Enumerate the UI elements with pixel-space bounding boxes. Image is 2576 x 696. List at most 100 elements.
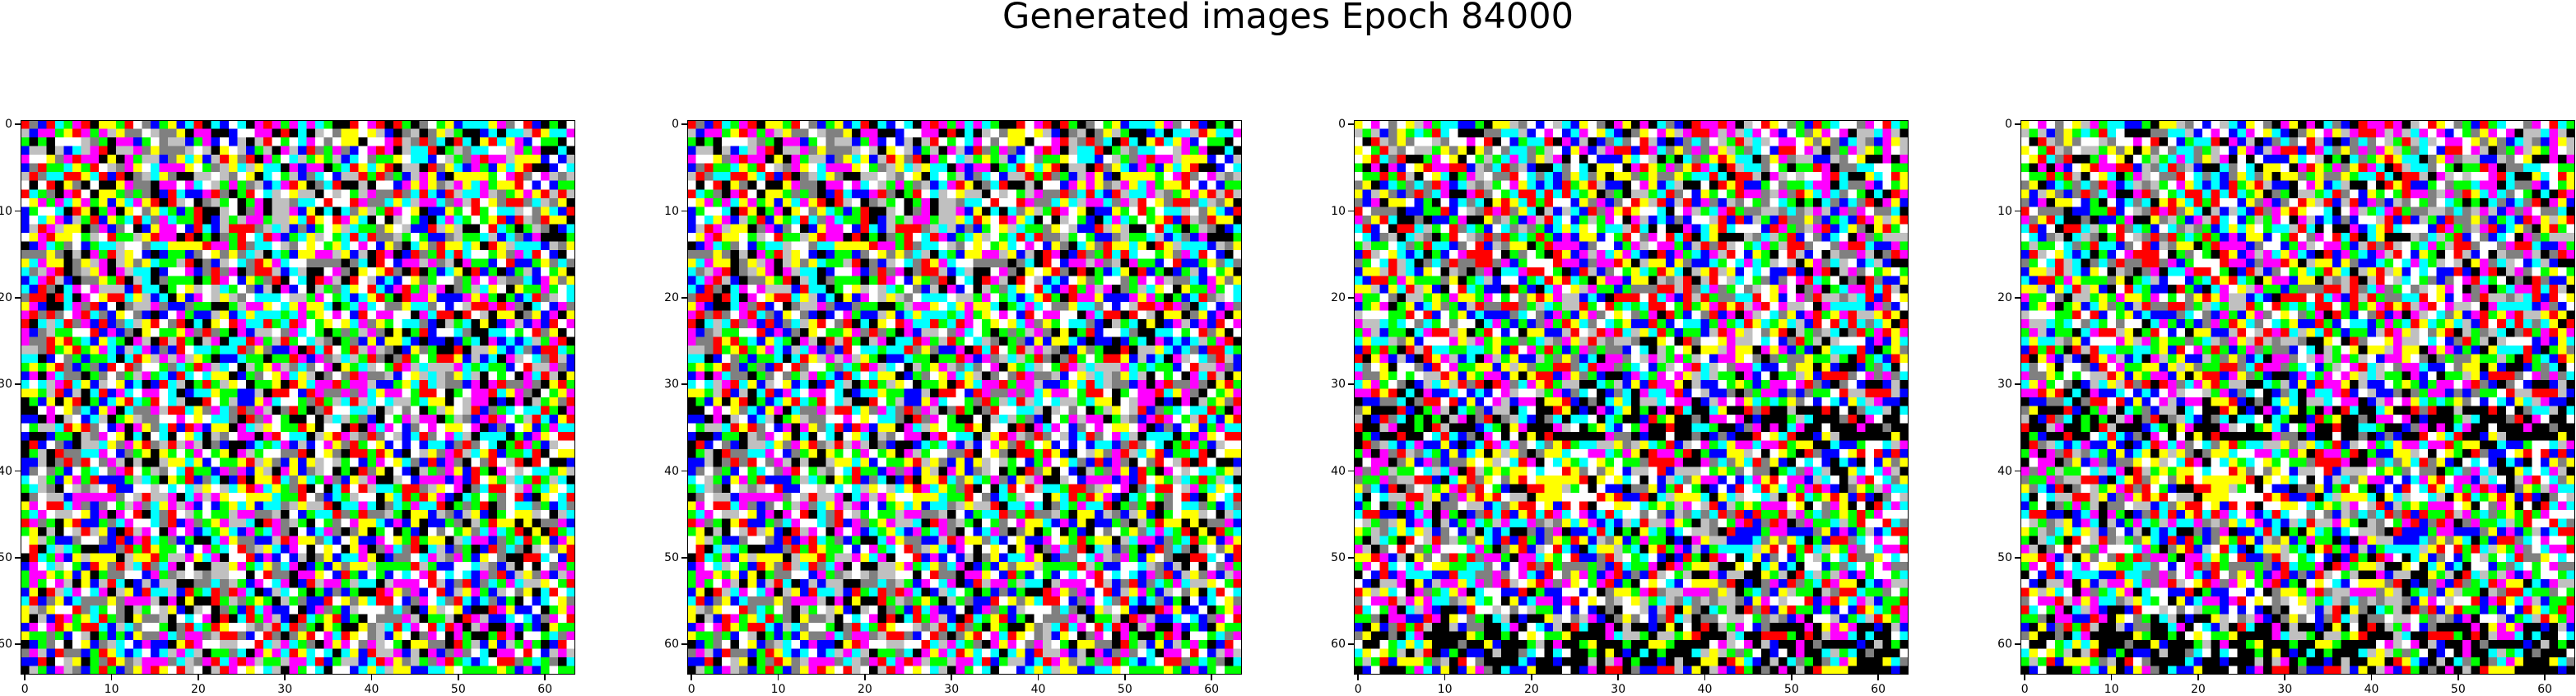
image-panel-1: 0 10 20 30 40 50 60 0 10 20 30 40 50 60 (0, 118, 575, 696)
x-tick-label: 0 (1354, 683, 1362, 696)
y-tick-mark (681, 297, 687, 299)
x-tick-label: 20 (190, 683, 206, 696)
x-tick-label: 40 (2364, 683, 2379, 696)
x-tick-label: 30 (1611, 683, 1626, 696)
x-tick-label: 0 (21, 683, 29, 696)
image-panel-4: 0 10 20 30 40 50 60 0 10 20 30 40 50 60 (1997, 118, 2575, 696)
y-tick-label: 50 (1997, 550, 2012, 564)
x-tick-mark (198, 675, 199, 680)
y-tick-label: 10 (1997, 204, 2012, 218)
y-tick-mark (15, 123, 21, 126)
x-tick-mark (2197, 675, 2199, 680)
x-tick-label: 60 (2537, 683, 2553, 696)
x-tick-label: 50 (1117, 683, 1132, 696)
y-tick-mark (681, 383, 687, 385)
x-tick-mark (24, 675, 26, 680)
x-tick-label: 50 (2450, 683, 2466, 696)
y-tick-mark (1348, 210, 1354, 212)
x-tick-label: 10 (104, 683, 119, 696)
x-tick-mark (544, 675, 546, 680)
y-tick-label: 60 (1331, 638, 1346, 652)
x-tick-mark (1617, 675, 1619, 680)
y-tick-label: 50 (664, 550, 679, 564)
y-tick-label: 60 (0, 638, 12, 652)
x-tick-mark (458, 675, 459, 680)
y-tick-mark (15, 557, 21, 559)
y-tick-label: 30 (1331, 378, 1346, 392)
y-tick-label: 10 (664, 204, 679, 218)
y-tick-label: 0 (1338, 118, 1346, 132)
x-tick-label: 60 (537, 683, 553, 696)
x-tick-label: 50 (1783, 683, 1799, 696)
x-tick-label: 60 (1204, 683, 1220, 696)
y-tick-mark (15, 383, 21, 385)
x-tick-mark (2284, 675, 2285, 680)
y-tick-mark (15, 643, 21, 645)
y-tick-label: 30 (0, 378, 12, 392)
x-tick-label: 40 (1697, 683, 1713, 696)
x-tick-label: 30 (944, 683, 960, 696)
x-tick-mark (1211, 675, 1212, 680)
x-tick-label: 0 (2020, 683, 2029, 696)
y-tick-label: 50 (0, 550, 12, 564)
figure-title: Generated images Epoch 84000 (1002, 0, 1574, 37)
y-tick-label: 40 (664, 464, 679, 478)
y-tick-mark (1348, 557, 1354, 559)
x-tick-mark (370, 675, 373, 680)
x-tick-label: 20 (857, 683, 872, 696)
x-tick-label: 60 (1871, 683, 1886, 696)
x-tick-label: 40 (364, 683, 379, 696)
image-panel-2: 0 10 20 30 40 50 60 0 10 20 30 40 50 60 (664, 118, 1242, 696)
x-tick-mark (1357, 675, 1360, 680)
y-tick-mark (1348, 383, 1354, 385)
y-tick-mark (2015, 210, 2020, 212)
y-tick-label: 20 (1997, 290, 2012, 304)
y-tick-mark (1348, 470, 1354, 472)
y-tick-mark (2015, 643, 2020, 645)
y-tick-label: 30 (1997, 378, 2012, 392)
x-tick-label: 30 (2277, 683, 2293, 696)
x-tick-mark (951, 675, 952, 680)
x-tick-label: 50 (450, 683, 466, 696)
y-tick-label: 30 (664, 378, 679, 392)
x-tick-mark (2544, 675, 2546, 680)
y-tick-label: 50 (1331, 550, 1346, 564)
image-panel-3: 0 10 20 30 40 50 60 0 10 20 30 40 50 60 (1331, 118, 1909, 696)
y-tick-label: 40 (0, 464, 12, 478)
x-tick-mark (690, 675, 693, 680)
y-tick-mark (681, 470, 687, 472)
y-tick-mark (15, 210, 21, 212)
y-tick-mark (2015, 470, 2020, 472)
y-tick-label: 60 (1997, 638, 2012, 652)
y-tick-label: 60 (664, 638, 679, 652)
x-tick-mark (1531, 675, 1532, 680)
x-tick-mark (2370, 675, 2373, 680)
x-tick-mark (1124, 675, 1126, 680)
x-tick-mark (1444, 675, 1446, 680)
y-tick-mark (681, 123, 687, 126)
noise-image-3 (1354, 120, 1909, 675)
x-tick-mark (777, 675, 779, 680)
x-tick-mark (110, 675, 113, 680)
y-tick-mark (2015, 383, 2020, 385)
y-tick-mark (2015, 123, 2020, 126)
y-tick-mark (681, 643, 687, 645)
y-tick-mark (2015, 297, 2020, 299)
y-tick-label: 40 (1331, 464, 1346, 478)
x-tick-label: 10 (770, 683, 786, 696)
x-tick-label: 10 (2104, 683, 2119, 696)
y-tick-label: 0 (672, 118, 679, 132)
y-tick-label: 0 (5, 118, 12, 132)
y-tick-mark (1348, 297, 1354, 299)
y-tick-mark (1348, 123, 1354, 126)
x-tick-mark (2024, 675, 2026, 680)
x-tick-mark (2110, 675, 2113, 680)
y-tick-label: 20 (0, 290, 12, 304)
y-tick-label: 40 (1997, 464, 2012, 478)
noise-image-2 (687, 120, 1242, 675)
x-tick-label: 10 (1437, 683, 1453, 696)
y-tick-label: 0 (2005, 118, 2012, 132)
x-tick-label: 0 (687, 683, 695, 696)
noise-image-4 (2020, 120, 2575, 675)
x-tick-mark (284, 675, 286, 680)
